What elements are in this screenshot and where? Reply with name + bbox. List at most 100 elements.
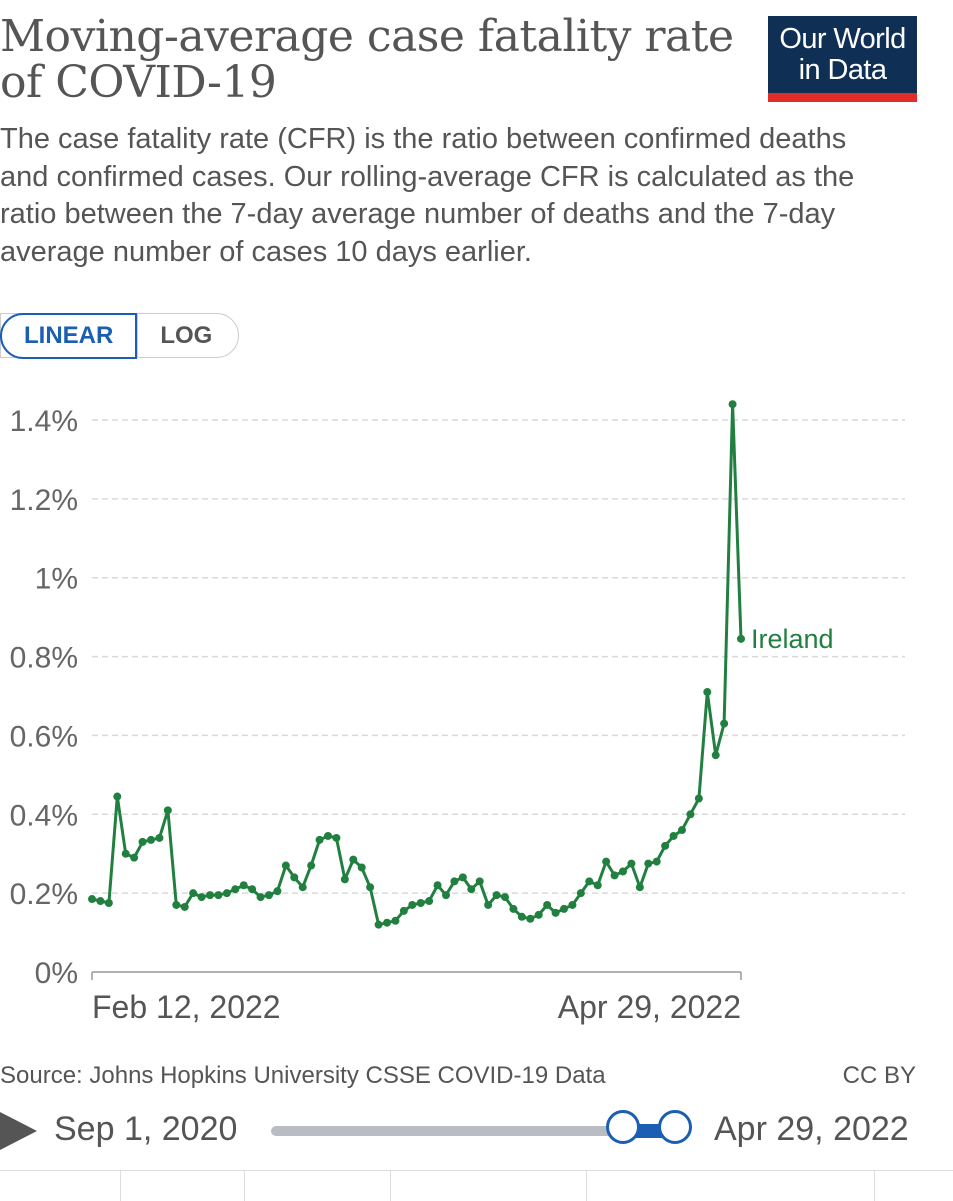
y-tick-label: 0.4% bbox=[10, 799, 78, 832]
data-point bbox=[104, 899, 113, 907]
tab-sources[interactable] bbox=[390, 1171, 586, 1201]
data-point bbox=[458, 873, 467, 882]
data-point bbox=[222, 889, 231, 898]
data-point bbox=[357, 863, 366, 872]
y-tick-label: 0.6% bbox=[10, 720, 78, 753]
data-point bbox=[121, 849, 130, 858]
data-point bbox=[315, 835, 324, 844]
data-point bbox=[610, 871, 619, 880]
bottom-tab-bar bbox=[0, 1170, 953, 1201]
data-point bbox=[433, 881, 442, 890]
data-point bbox=[694, 794, 703, 803]
data-point bbox=[635, 883, 644, 892]
owid-logo[interactable]: Our World in Data bbox=[768, 16, 917, 102]
timeline-start-handle[interactable] bbox=[606, 1110, 640, 1144]
data-point bbox=[686, 810, 695, 819]
data-point bbox=[163, 806, 172, 815]
data-point bbox=[290, 873, 299, 882]
data-point bbox=[661, 841, 670, 850]
data-point bbox=[450, 877, 459, 886]
data-point bbox=[475, 877, 484, 886]
data-point bbox=[332, 833, 341, 842]
data-point bbox=[147, 835, 155, 844]
data-point bbox=[113, 792, 122, 801]
timeline-end-handle[interactable] bbox=[658, 1110, 692, 1144]
data-point bbox=[307, 861, 316, 870]
data-point bbox=[366, 883, 375, 892]
data-point bbox=[408, 900, 417, 909]
data-point bbox=[391, 916, 400, 925]
y-tick-label: 1.2% bbox=[10, 484, 78, 517]
data-point bbox=[88, 895, 96, 904]
data-point bbox=[197, 893, 206, 902]
linear-scale-button[interactable]: LINEAR bbox=[0, 312, 138, 359]
data-point bbox=[551, 908, 560, 917]
timeline-start-date: Sep 1, 2020 bbox=[54, 1110, 238, 1148]
y-tick-label: 0.2% bbox=[10, 878, 78, 911]
play-icon[interactable] bbox=[0, 1112, 37, 1150]
tab-chart[interactable] bbox=[0, 1171, 120, 1201]
data-point bbox=[248, 885, 257, 894]
data-point bbox=[155, 833, 164, 842]
data-point bbox=[206, 891, 214, 900]
data-point bbox=[678, 826, 686, 835]
data-point bbox=[720, 719, 729, 728]
data-point bbox=[576, 889, 585, 898]
data-point bbox=[467, 885, 476, 894]
data-point bbox=[492, 891, 501, 900]
data-point bbox=[534, 910, 543, 919]
tab-share[interactable] bbox=[874, 1171, 953, 1201]
data-point bbox=[399, 906, 408, 915]
data-point bbox=[619, 867, 627, 876]
data-point bbox=[509, 904, 518, 913]
data-point bbox=[256, 893, 265, 902]
data-point bbox=[298, 883, 307, 892]
data-point bbox=[728, 400, 737, 409]
chart-subtitle: The case fatality rate (CFR) is the rati… bbox=[0, 123, 855, 268]
data-point bbox=[180, 902, 189, 911]
line-chart[interactable]: 0% 0.2% 0.4% 0.6% 0.8% 1% 1.2% 1.4% Feb 12, 2022… bbox=[0, 380, 953, 1040]
data-point bbox=[130, 853, 139, 862]
data-point bbox=[231, 885, 240, 894]
data-point bbox=[340, 875, 349, 884]
data-point bbox=[669, 831, 678, 840]
data-point bbox=[189, 889, 198, 898]
data-point bbox=[501, 893, 509, 902]
data-point bbox=[416, 899, 425, 907]
tab-download[interactable] bbox=[586, 1171, 874, 1201]
data-point bbox=[627, 859, 636, 868]
data-point bbox=[568, 900, 577, 909]
logo-line-2: in Data bbox=[798, 54, 887, 86]
timeline-slider-track[interactable] bbox=[271, 1126, 675, 1136]
scale-toggle: LINEAR LOG bbox=[0, 312, 240, 359]
data-point bbox=[484, 900, 493, 909]
log-scale-button[interactable]: LOG bbox=[137, 314, 238, 357]
tab-map[interactable] bbox=[120, 1171, 244, 1201]
data-point bbox=[593, 881, 602, 890]
chart-title: Moving-average case fatality rate of COV… bbox=[0, 11, 734, 108]
data-point bbox=[526, 914, 535, 923]
logo-line-1: Our World bbox=[779, 23, 906, 55]
series-line-ireland bbox=[91, 402, 743, 927]
data-point bbox=[517, 912, 526, 921]
data-point bbox=[281, 861, 290, 870]
data-point bbox=[96, 897, 105, 906]
x-tick-label: Feb 12, 2022 bbox=[92, 989, 281, 1025]
data-point bbox=[644, 859, 653, 868]
license-link[interactable]: CC BY bbox=[842, 1062, 916, 1089]
data-point bbox=[737, 634, 745, 643]
data-point bbox=[172, 900, 181, 909]
data-point bbox=[324, 831, 332, 840]
data-point bbox=[652, 857, 661, 866]
y-tick-label: 0.8% bbox=[10, 642, 78, 675]
x-tick-label: Apr 29, 2022 bbox=[558, 989, 741, 1025]
data-point bbox=[383, 918, 391, 927]
tab-table[interactable] bbox=[244, 1171, 390, 1201]
source-note[interactable]: Source: Johns Hopkins University CSSE CO… bbox=[0, 1062, 606, 1089]
data-point bbox=[425, 897, 434, 906]
data-point bbox=[703, 688, 712, 697]
data-point bbox=[543, 900, 552, 909]
data-point bbox=[265, 891, 273, 900]
data-point bbox=[442, 891, 450, 900]
y-tick-label: 1% bbox=[35, 563, 78, 596]
